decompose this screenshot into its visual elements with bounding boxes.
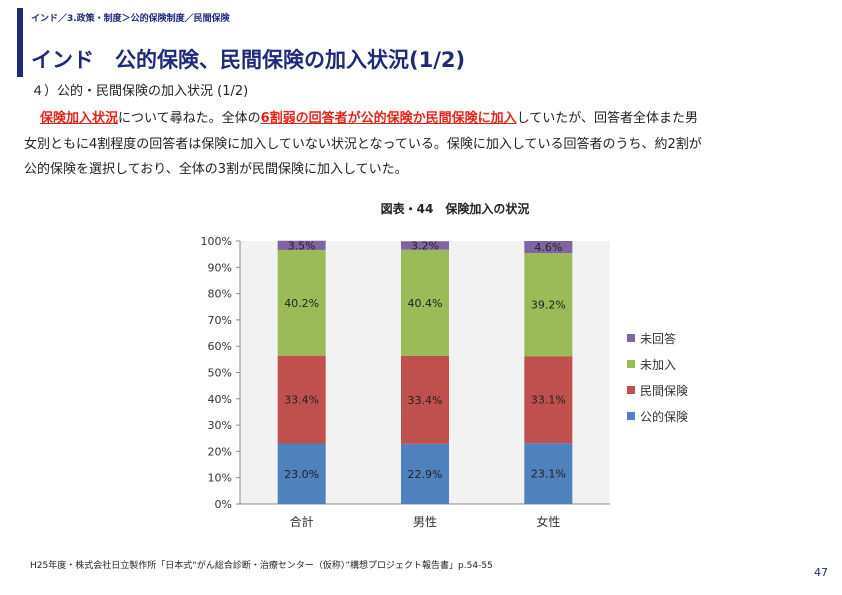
legend-swatch	[627, 334, 635, 342]
data-label: 39.2%	[531, 299, 566, 312]
x-tick-label: 男性	[413, 515, 437, 529]
source-footnote: H25年度・株式会社日立製作所「日本式“がん総合診断・治療センター（仮称）”構想…	[30, 561, 493, 571]
y-tick-label: 80%	[208, 288, 232, 301]
legend-swatch	[627, 412, 635, 420]
data-label: 33.1%	[531, 394, 566, 407]
stacked-bar-chart: 0% 10% 20% 30% 40% 50% 60% 70% 80% 90% 100% 23.0% 33…	[201, 235, 688, 529]
bar-segment	[401, 249, 449, 356]
highlight-insurance-status: 保険加入状況	[40, 111, 119, 126]
x-tick-label: 女性	[536, 514, 560, 529]
bar-segment	[277, 240, 326, 250]
data-label: 22.9%	[408, 468, 443, 481]
bar-segment	[524, 253, 573, 357]
data-label: 23.1%	[531, 468, 566, 481]
bar-segment	[277, 249, 326, 356]
page-title: インド 公的保険、民間保険の加入状況(1/2)	[31, 48, 466, 72]
y-tick-label: 10%	[208, 472, 232, 485]
y-tick-label: 70%	[208, 314, 232, 327]
body-text-segment: していたが、回答者全体また男	[516, 111, 699, 126]
bar-segment	[277, 355, 326, 444]
data-label: 40.4%	[408, 297, 443, 310]
section-heading: ４）公的・民間保険の加入状況 (1/2)	[31, 84, 249, 99]
y-tick-label: 20%	[208, 445, 232, 458]
data-label: 33.4%	[408, 394, 443, 407]
body-line-3: 公的保険を選択しており、全体の3割が民間保険に加入していた。	[24, 162, 408, 177]
x-tick-label: 合計	[290, 514, 314, 529]
y-tick-label: 0%	[215, 498, 232, 511]
bar-segment	[524, 356, 573, 444]
y-tick-label: 100%	[201, 235, 232, 248]
legend-label: 公的保険	[640, 409, 688, 424]
highlight-enrollment-rate: 6割弱の回答者が公的保険か民間保険に加入	[260, 111, 517, 126]
title-accent-bar	[17, 8, 23, 77]
y-tick-label: 60%	[208, 340, 232, 353]
y-tick-label: 30%	[208, 419, 232, 432]
legend-swatch	[627, 360, 635, 368]
chart-title: 図表・44 保険加入の状況	[380, 202, 530, 216]
legend-label: 未回答	[640, 331, 676, 346]
bar-segment	[524, 443, 573, 504]
y-tick-label: 40%	[208, 393, 232, 406]
data-label: 33.4%	[284, 394, 319, 407]
breadcrumb: インド／3.政策・制度＞公的保険制度／民間保険	[31, 14, 230, 24]
body-line-2: 女別ともに4割程度の回答者は保険に加入していない状況となっている。保険に加入して…	[24, 136, 702, 152]
data-label: 40.2%	[284, 297, 319, 310]
data-label: 3.5%	[288, 239, 316, 252]
bar-segment	[401, 241, 449, 250]
insurance-status-chart: 図表・44 保険加入の状況 0% 10% 20% 30% 40% 50% 60% 70% 80%…	[185, 192, 725, 540]
body-paragraph: 保険加入状況について尋ねた。全体の6割弱の回答者が公的保険か民間保険に加入してい…	[24, 106, 824, 183]
legend-swatch	[627, 386, 635, 394]
data-label: 3.2%	[411, 239, 439, 252]
legend-label: 民間保険	[640, 384, 688, 398]
page-number: 47	[814, 566, 828, 579]
data-label: 4.6%	[534, 241, 562, 254]
data-label: 23.0%	[284, 468, 319, 481]
legend-label: 未加入	[640, 358, 676, 372]
bar-segment	[277, 443, 326, 504]
y-tick-label: 50%	[208, 367, 232, 380]
bar-segment	[401, 443, 449, 504]
bar-segment	[524, 241, 573, 254]
body-line-1: 保険加入状況について尋ねた。全体の6割弱の回答者が公的保険か民間保険に加入してい…	[24, 106, 824, 132]
y-tick-label: 90%	[208, 261, 232, 274]
body-text-segment: について尋ねた。全体の	[118, 111, 261, 126]
bar-segment	[401, 355, 449, 444]
